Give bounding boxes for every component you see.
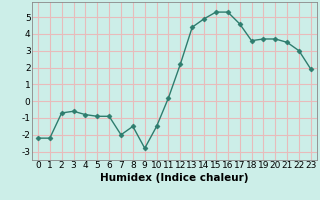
- X-axis label: Humidex (Indice chaleur): Humidex (Indice chaleur): [100, 173, 249, 183]
